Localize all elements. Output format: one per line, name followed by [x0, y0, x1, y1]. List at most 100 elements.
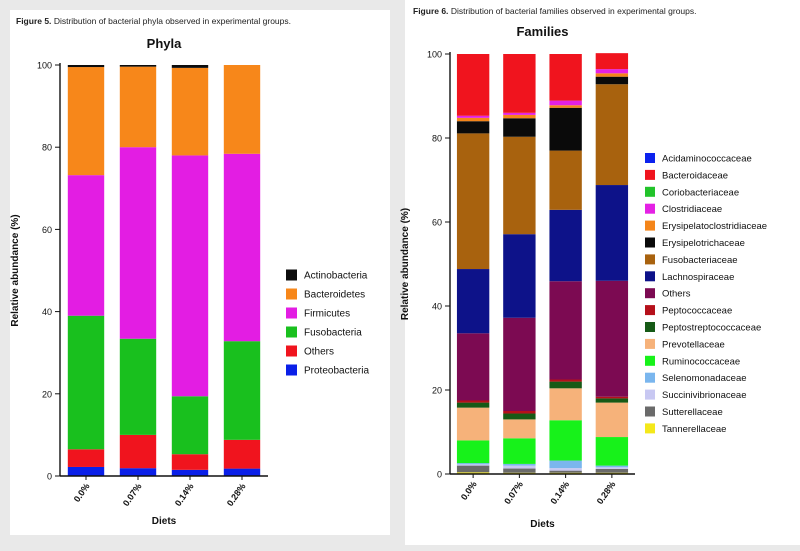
bar-segment-erysipelotrichaceae-3: [549, 107, 582, 151]
bar-segment-peptococcaceae-3: [549, 379, 582, 382]
bar-segment-succinivibrionaceae-1: [456, 464, 490, 466]
legend-swatch-actinobacteria: [286, 269, 297, 281]
bar-segment-selenomonadaceae-4: [595, 465, 629, 468]
legend-label-others: Others: [662, 289, 691, 300]
bar-segment-proteobacteria-3: [171, 469, 209, 476]
bar-segment-erysipelatoclostridiaceae-3: [549, 105, 582, 108]
bar-segment-selenomonadaceae-2: [503, 463, 536, 466]
bar-segment-erysipelotrichaceae-1: [456, 121, 490, 134]
legend-swatch-erysipelotrichaceae: [645, 237, 655, 248]
figure-6-panel: Figure 6. Distribution of bacterial fami…: [400, 0, 800, 545]
bar-segment-peptostreptococcaceae-2: [503, 413, 536, 420]
bar-segment-lachnospiraceae-1: [456, 269, 490, 334]
x-axis-label: Diets: [530, 519, 555, 530]
bar-segment-bacteroidetes-2: [119, 66, 157, 148]
x-tick-label: 0.0%: [72, 481, 92, 504]
figure-5-panel: Figure 5. Distribution of bacterial phyl…: [10, 10, 390, 535]
legend-label-firmicutes: Firmicutes: [304, 309, 350, 320]
bar-segment-bacteroidaceae-2: [503, 54, 536, 113]
bar-segment-firmicutes-1: [67, 175, 105, 316]
x-tick-label: 0.28%: [595, 479, 618, 506]
bar-segment-prevotellaceae-2: [503, 419, 536, 439]
bar-segment-bacteroidaceae-4: [595, 53, 629, 70]
bar-segment-firmicutes-2: [119, 147, 157, 339]
y-tick-label: 0: [47, 472, 52, 482]
bar-segment-ruminococcaceae-2: [503, 438, 536, 464]
legend-label-prevotellaceae: Prevotellaceae: [662, 339, 725, 350]
bar-segment-peptococcaceae-1: [456, 400, 490, 403]
y-tick-label: 20: [42, 389, 52, 399]
legend-label-coriobacteriaceae: Coriobacteriaceae: [662, 187, 739, 198]
y-axis-label: Relative abundance (%): [400, 208, 411, 320]
legend-swatch-prevotellaceae: [645, 338, 655, 349]
y-tick-label: 0: [437, 470, 442, 480]
x-tick-label: 0.28%: [225, 481, 248, 508]
bar-segment-sutterellaceae-3: [549, 470, 582, 473]
bar-segment-peptococcaceae-2: [503, 411, 536, 414]
legend-label-bacteroidaceae: Bacteroidaceae: [662, 170, 728, 181]
bar-segment-sutterellaceae-4: [595, 468, 629, 473]
legend-swatch-proteobacteria: [286, 364, 297, 376]
bar-segment-firmicutes-4: [223, 153, 261, 342]
legend-swatch-others: [286, 345, 297, 357]
legend-swatch-peptococcaceae: [645, 305, 655, 316]
bar-segment-ruminococcaceae-1: [456, 440, 490, 464]
legend-swatch-others: [645, 288, 655, 299]
bar-segment-succinivibrionaceae-2: [503, 465, 536, 469]
x-axis-label: Diets: [152, 516, 177, 527]
bar-segment-proteobacteria-4: [223, 468, 261, 476]
bar-segment-others-3: [549, 281, 582, 380]
y-tick-label: 100: [37, 61, 52, 71]
bar-segment-fusobacteria-1: [67, 315, 105, 450]
legend-swatch-ruminococcaceae: [645, 355, 655, 366]
x-tick-label: 0.07%: [121, 481, 144, 508]
legend-label-ruminococcaceae: Ruminococcaceae: [662, 356, 740, 367]
bar-segment-actinobacteria-2: [119, 65, 157, 67]
bar-segment-selenomonadaceae-3: [549, 460, 582, 469]
phyla-chart: Phyla Relative abundance (%) 0.0% 0.07% 0.14…: [10, 36, 369, 527]
bar-segment-selenomonadaceae-1: [456, 463, 490, 465]
legend-swatch-acidaminococcaceae: [645, 153, 655, 163]
y-tick-label: 40: [42, 307, 52, 317]
legend-swatch-fusobacteria: [286, 326, 297, 338]
bar-segment-others-2: [119, 434, 157, 469]
legend-swatch-sutterellaceae: [645, 406, 655, 417]
legend-label-actinobacteria: Actinobacteria: [304, 271, 368, 282]
y-tick-label: 40: [432, 302, 442, 312]
bar-segment-others-4: [223, 439, 261, 469]
bar-segment-bacteroidetes-4: [223, 65, 261, 154]
legend-swatch-firmicutes: [286, 307, 297, 319]
y-tick-label: 60: [432, 218, 442, 228]
chart-title: Phyla: [147, 36, 182, 51]
bar-segment-erysipelatoclostridiaceae-2: [503, 114, 536, 119]
legend-swatch-peptostreptococcaceae: [645, 322, 655, 332]
chart-title: Families: [516, 24, 568, 39]
legend-label-sutterellaceae: Sutterellaceae: [662, 407, 723, 418]
bar-segment-lachnospiraceae-2: [503, 234, 536, 318]
bar-segment-succinivibrionaceae-4: [595, 467, 629, 469]
bar-segment-prevotellaceae-3: [549, 388, 582, 421]
bar-segment-prevotellaceae-4: [595, 402, 629, 438]
bar-segment-proteobacteria-1: [67, 466, 105, 476]
bar-segment-peptostreptococcaceae-1: [456, 402, 490, 408]
legend-label-peptostreptococcaceae: Peptostreptococcaceae: [662, 323, 761, 334]
bar-segment-actinobacteria-3: [171, 65, 209, 68]
legend-swatch-erysipelatoclostridiaceae: [645, 220, 655, 231]
bar-segment-sutterellaceae-1: [456, 465, 490, 473]
legend-swatch-fusobacteriaceae: [645, 254, 655, 265]
families-chart: Families Relative abundance (%) 0.0% 0.07% 0…: [400, 24, 767, 530]
legend-swatch-succinivibrionaceae: [645, 389, 655, 400]
bar-segment-clostridiaceae-1: [456, 115, 490, 118]
x-tick-label: 0.0%: [459, 479, 479, 502]
figure-6-caption-text: Distribution of bacterial families obser…: [450, 6, 697, 16]
bar-segment-fusobacteriaceae-4: [595, 84, 629, 186]
bar-segment-others-2: [503, 317, 536, 411]
legend-label-succinivibrionaceae: Succinivibrionaceae: [662, 390, 747, 401]
bar-segment-peptostreptococcaceae-3: [549, 381, 582, 389]
legend-label-bacteroidetes: Bacteroidetes: [304, 290, 365, 301]
bar-segment-prevotellaceae-1: [456, 407, 490, 441]
bar-segment-lachnospiraceae-3: [549, 209, 582, 282]
bar-segment-lachnospiraceae-4: [595, 185, 629, 281]
bar-segment-erysipelotrichaceae-4: [595, 76, 629, 85]
figure-5-caption-label: Figure 5.: [16, 16, 52, 26]
